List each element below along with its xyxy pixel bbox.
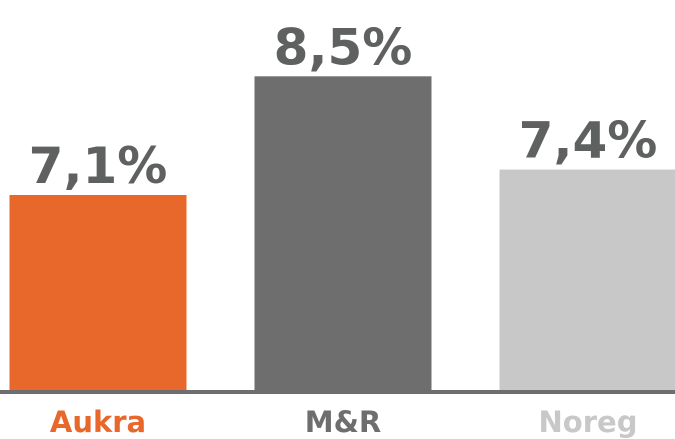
bar (9, 195, 187, 390)
baseline (0, 390, 675, 394)
bar (254, 76, 432, 390)
bar (499, 169, 675, 390)
value-label: 8,5% (274, 18, 413, 76)
value-label: 7,1% (29, 137, 168, 195)
x-tick-label: Noreg (539, 405, 638, 439)
value-label: 7,4% (519, 112, 658, 170)
x-tick-label: M&R (305, 405, 381, 439)
x-tick-label: Aukra (50, 405, 146, 439)
